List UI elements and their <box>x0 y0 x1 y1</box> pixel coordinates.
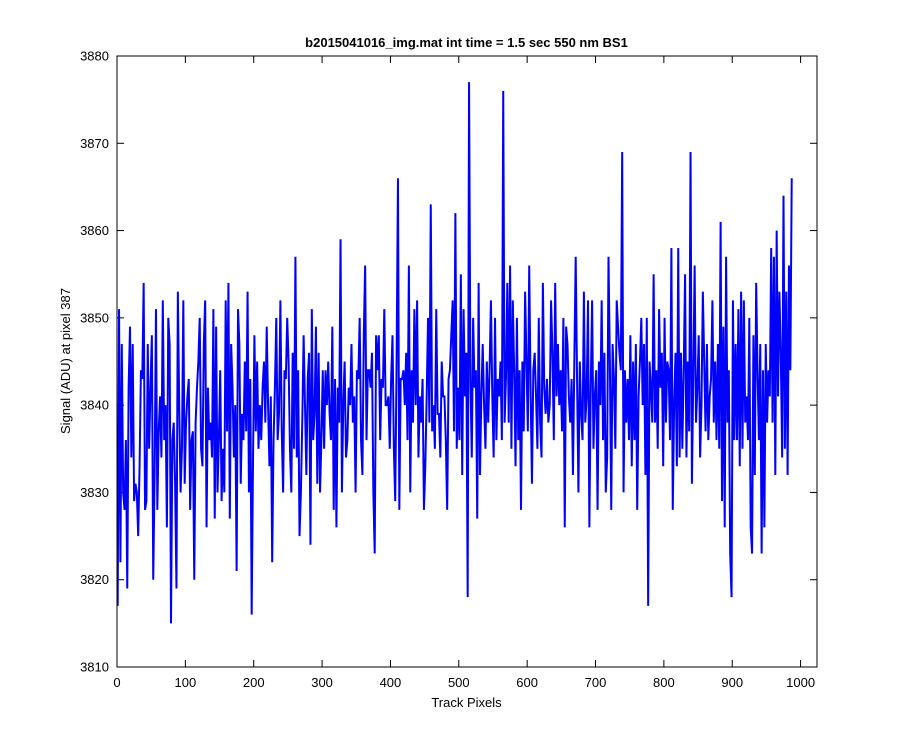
x-axis-label: Track Pixels <box>431 695 502 710</box>
axis-ticks: 0 100 200 300 400 500 600 700 800 900 1000 3810 3820… <box>80 49 817 690</box>
x-tick-label: 300 <box>311 675 333 690</box>
y-axis-label: Signal (ADU) at pixel 387 <box>58 288 73 434</box>
y-tick-label: 3810 <box>80 660 109 675</box>
x-tick-label: 0 <box>113 675 120 690</box>
x-tick-label: 200 <box>243 675 265 690</box>
x-tick-label: 900 <box>721 675 743 690</box>
chart-title: b2015041016_img.mat int time = 1.5 sec 5… <box>305 35 628 50</box>
y-tick-label: 3840 <box>80 398 109 413</box>
y-tick-label: 3830 <box>80 485 109 500</box>
x-tick-label: 100 <box>175 675 197 690</box>
y-tick-label: 3820 <box>80 572 109 587</box>
y-tick-label: 3880 <box>80 49 109 64</box>
x-tick-label: 400 <box>380 675 402 690</box>
series-line <box>117 82 793 624</box>
x-tick-label: 700 <box>585 675 607 690</box>
y-tick-label: 3850 <box>80 310 109 325</box>
x-tick-label: 500 <box>448 675 470 690</box>
plot-series <box>117 82 793 624</box>
x-tick-label: 1000 <box>786 675 815 690</box>
x-tick-label: 600 <box>516 675 538 690</box>
y-tick-label: 3870 <box>80 136 109 151</box>
plot-frame <box>116 55 818 668</box>
y-tick-label: 3860 <box>80 223 109 238</box>
x-tick-label: 800 <box>653 675 675 690</box>
